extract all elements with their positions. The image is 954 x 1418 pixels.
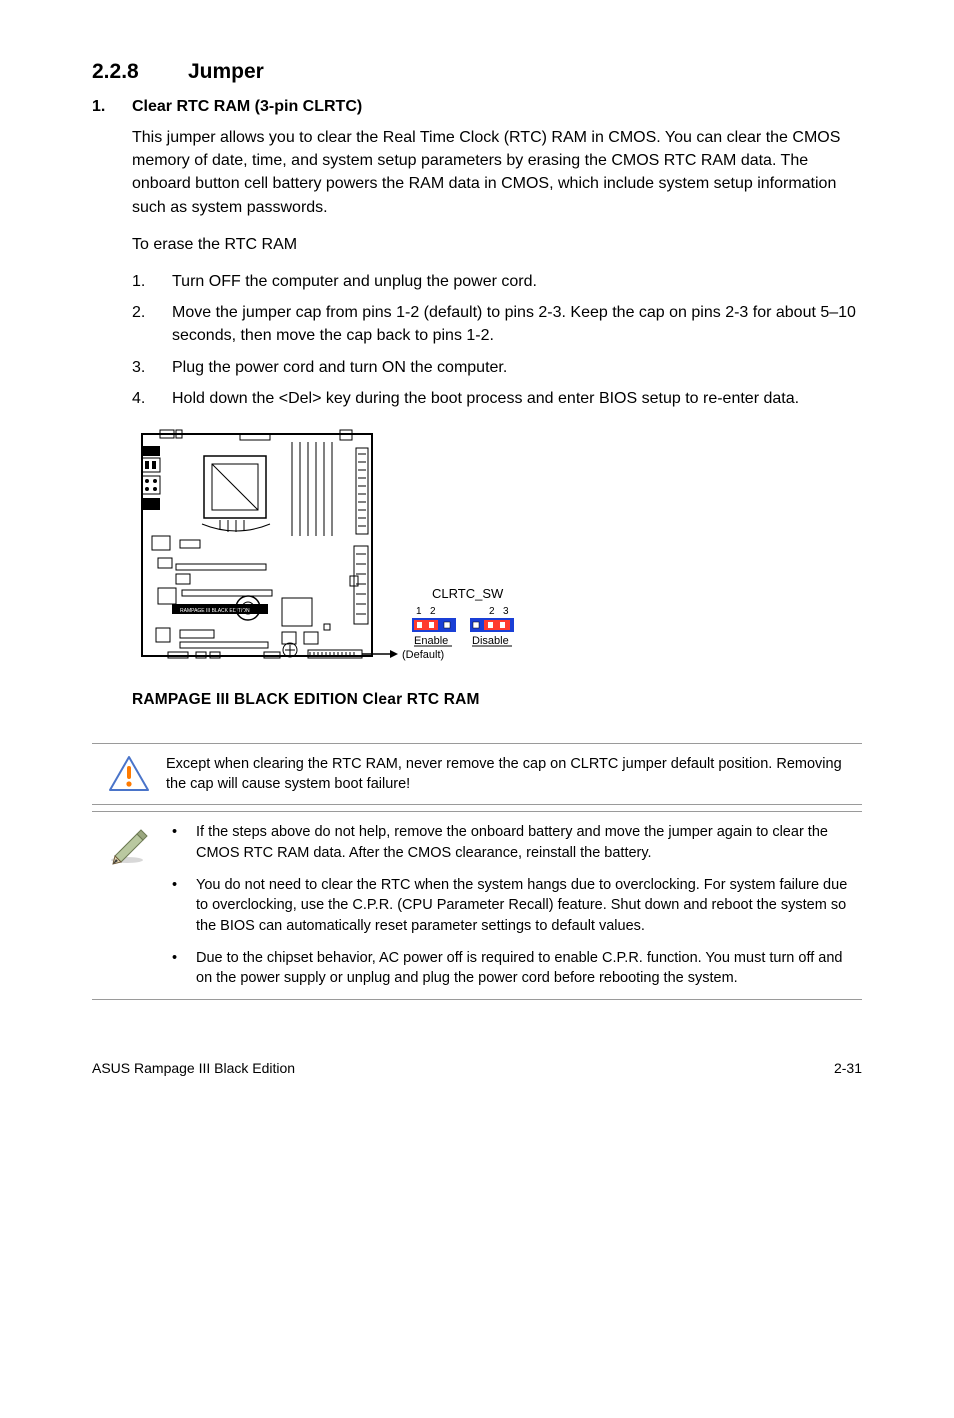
footer-left: ASUS Rampage III Black Edition: [92, 1060, 295, 1076]
svg-text:2: 2: [430, 606, 436, 617]
info-text: •If the steps above do not help, remove …: [166, 822, 862, 988]
info-note: •If the steps above do not help, remove …: [92, 811, 862, 999]
section-title: Jumper: [188, 60, 264, 83]
motherboard-diagram: RAMPAGE III BLACK EDITION CLRTC_SW 1 2: [132, 428, 862, 683]
steps-list: 1.Turn OFF the computer and unplug the p…: [132, 270, 862, 410]
section-number: 2.2.8: [92, 60, 188, 84]
step-text: Move the jumper cap from pins 1-2 (defau…: [172, 301, 862, 347]
step-text: Turn OFF the computer and unplug the pow…: [172, 270, 537, 293]
info-item: •Due to the chipset behavior, AC power o…: [166, 948, 862, 989]
warning-text: Except when clearing the RTC RAM, never …: [166, 754, 862, 795]
info-item-text: Due to the chipset behavior, AC power of…: [196, 948, 862, 989]
svg-text:Enable: Enable: [414, 635, 448, 647]
subheading-number: 1.: [92, 98, 132, 116]
step-item: 1.Turn OFF the computer and unplug the p…: [132, 270, 862, 293]
info-item: •If the steps above do not help, remove …: [166, 822, 862, 863]
diagram-caption: RAMPAGE III BLACK EDITION Clear RTC RAM: [132, 691, 862, 709]
subheading-title: Clear RTC RAM (3-pin CLRTC): [132, 98, 362, 115]
page-footer: ASUS Rampage III Black Edition 2-31: [92, 1060, 862, 1076]
warning-note: Except when clearing the RTC RAM, never …: [92, 743, 862, 806]
step-text: Plug the power cord and turn ON the comp…: [172, 356, 507, 379]
svg-text:Disable: Disable: [472, 635, 509, 647]
step-number: 3.: [132, 356, 172, 379]
bullet-icon: •: [166, 948, 196, 989]
svg-text:3: 3: [503, 606, 509, 617]
clrtc-label: CLRTC_SW: [432, 586, 504, 601]
step-item: 2.Move the jumper cap from pins 1-2 (def…: [132, 301, 862, 347]
step-text: Hold down the <Del> key during the boot …: [172, 387, 799, 410]
step-number: 1.: [132, 270, 172, 293]
svg-text:(Default): (Default): [402, 649, 444, 661]
pencil-icon: [92, 822, 166, 866]
diagram-svg: RAMPAGE III BLACK EDITION CLRTC_SW 1 2: [132, 428, 562, 678]
svg-text:2: 2: [489, 606, 495, 617]
paragraph-instruction: To erase the RTC RAM: [132, 233, 862, 256]
info-item: •You do not need to clear the RTC when t…: [166, 875, 862, 936]
step-item: 3.Plug the power cord and turn ON the co…: [132, 356, 862, 379]
step-item: 4.Hold down the <Del> key during the boo…: [132, 387, 862, 410]
info-item-text: If the steps above do not help, remove t…: [196, 822, 862, 863]
svg-text:RAMPAGE III BLACK EDITION: RAMPAGE III BLACK EDITION: [180, 608, 250, 614]
footer-right: 2-31: [834, 1060, 862, 1076]
subheading: 1.Clear RTC RAM (3-pin CLRTC): [92, 98, 862, 116]
info-item-text: You do not need to clear the RTC when th…: [196, 875, 862, 936]
bullet-icon: •: [166, 822, 196, 863]
section-header: 2.2.8Jumper: [92, 60, 862, 84]
bullet-icon: •: [166, 875, 196, 936]
step-number: 2.: [132, 301, 172, 347]
paragraph-description: This jumper allows you to clear the Real…: [132, 126, 862, 219]
warning-icon: [92, 754, 166, 794]
svg-text:1: 1: [416, 606, 422, 617]
step-number: 4.: [132, 387, 172, 410]
